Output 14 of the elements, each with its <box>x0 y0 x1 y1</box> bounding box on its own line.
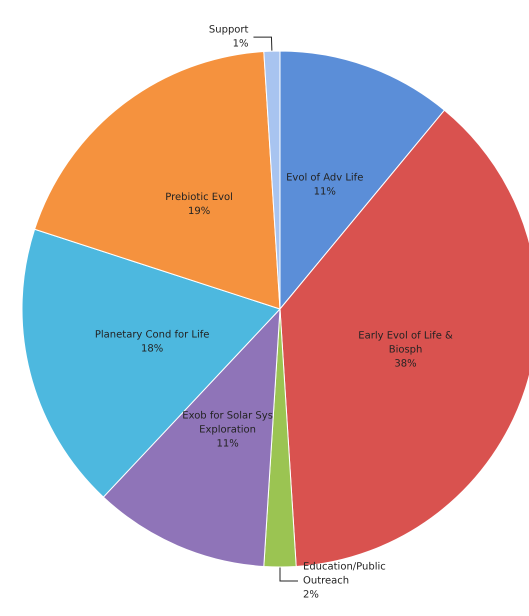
slice-label: Early Evol of Life & Biosph <box>358 330 454 356</box>
data-label: 18% <box>141 343 164 354</box>
data-label: 19% <box>188 206 210 218</box>
slice-label: Planetary Cond for Life <box>94 329 210 340</box>
data-label: 38% <box>394 358 417 370</box>
slice-label: Prebiotic Evol <box>165 192 233 204</box>
slice-label: Evol of Adv Life <box>286 172 364 184</box>
slice-label: Education/Public Outreach <box>303 562 386 586</box>
slice-label: Support <box>208 24 249 36</box>
data-label: 11% <box>314 186 336 198</box>
data-label: 2% <box>303 590 319 600</box>
slice-label: Exob for Solar Sys Exploration <box>182 410 273 436</box>
data-label: 1% <box>232 38 248 50</box>
data-label: 11% <box>216 438 239 450</box>
